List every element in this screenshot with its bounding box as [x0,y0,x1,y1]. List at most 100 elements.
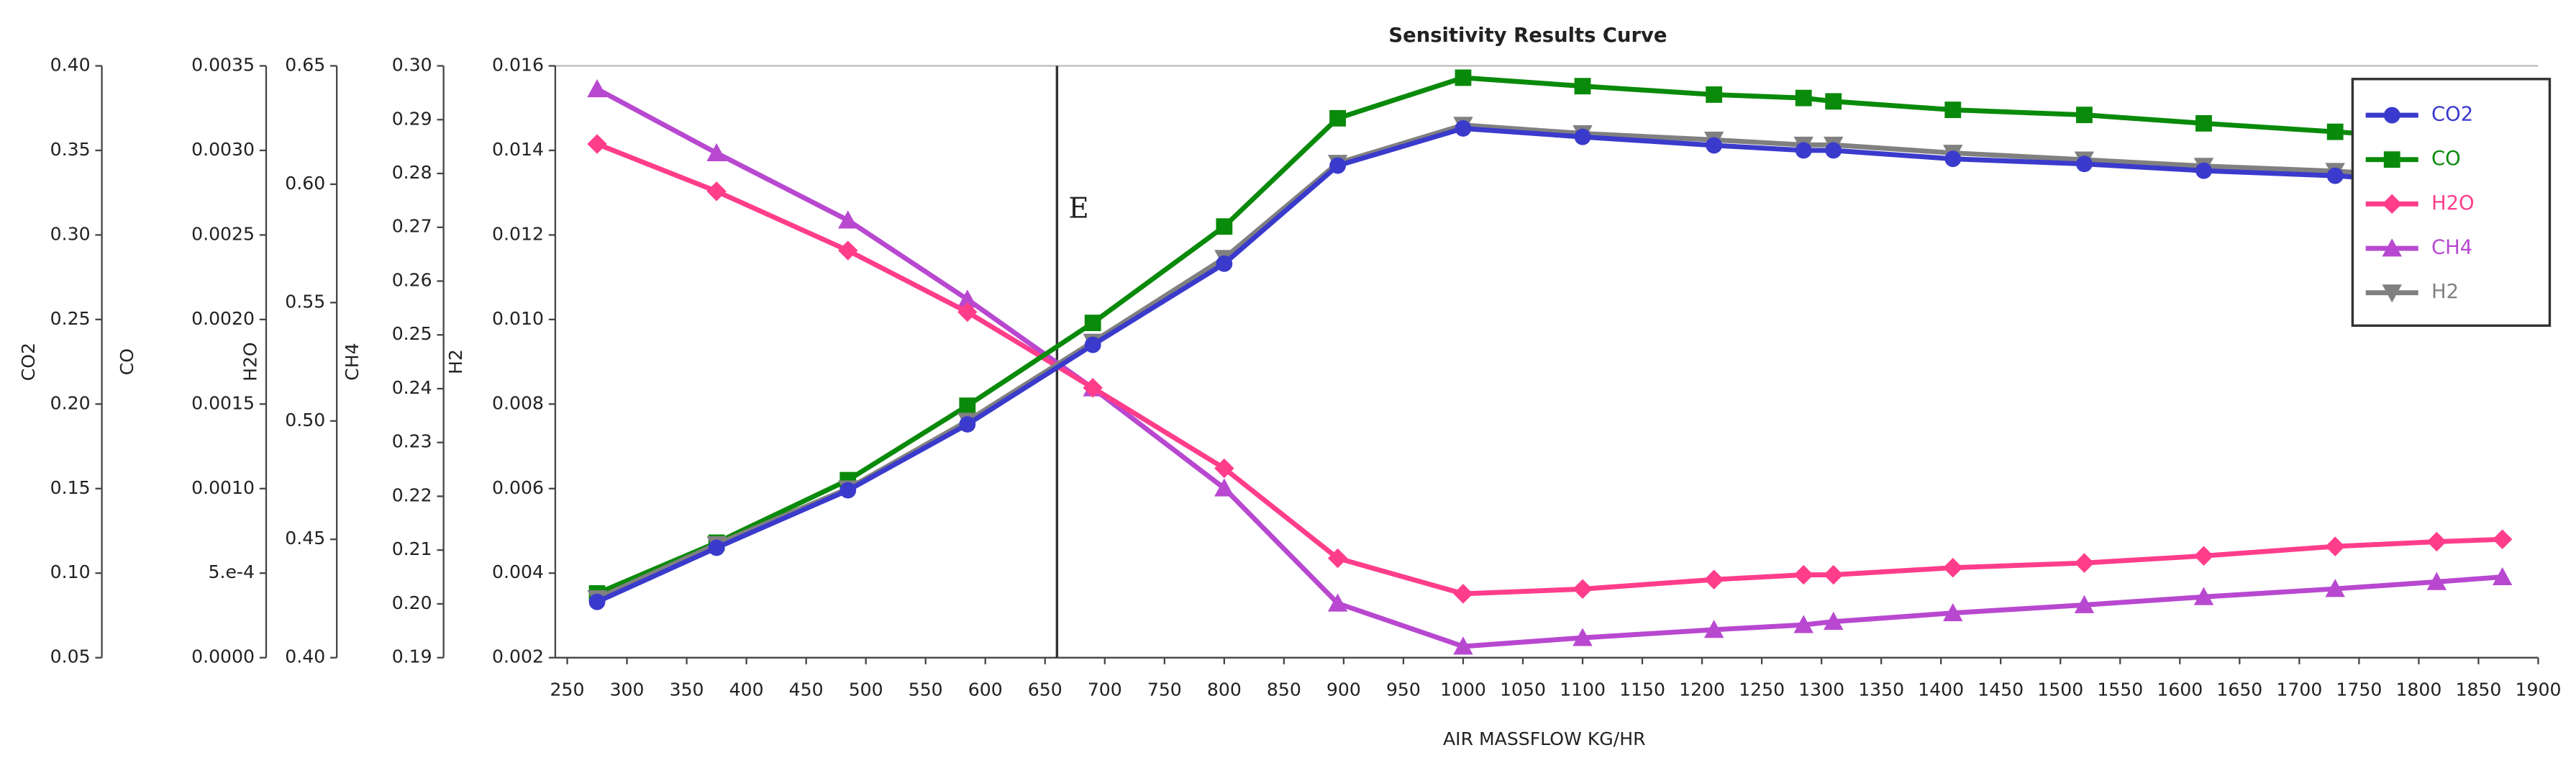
y-axis-title: H2 [445,349,466,374]
point [2492,529,2513,549]
legend-marker [2383,151,2400,168]
y-tick-label: 0.35 [50,139,91,160]
series-line [596,75,2503,596]
x-tick-label: 650 [1028,679,1062,700]
y-tick-label: 0.21 [392,538,432,559]
point [1329,109,1347,127]
x-tick-label: 900 [1326,679,1361,700]
y-axis-title: H2O [240,342,260,382]
x-tick-label: 600 [968,679,1003,700]
point [2426,572,2447,590]
legend-label: H2 [2431,281,2459,303]
legend-marker [2382,238,2402,257]
point [706,181,727,202]
point [1703,569,1724,590]
point [1453,636,1473,655]
x-tick-label: 500 [849,679,883,700]
legend-label: CO2 [2431,104,2473,126]
x-tick-label: 1650 [2216,679,2262,700]
x-tick-label: 1750 [2336,679,2382,700]
x-tick-label: 1850 [2455,679,2501,700]
x-tick-label: 1250 [1739,679,1785,700]
point [587,78,607,98]
point [1825,142,1842,159]
point [587,134,607,154]
x-tick-label: 1700 [2276,679,2322,700]
point [708,539,725,556]
point [838,210,858,229]
y-tick-label: 0.28 [392,162,432,183]
point [1084,315,1101,331]
y-tick-label: 0.20 [50,392,91,413]
y-tick-label: 0.006 [492,477,544,498]
x-tick-label: 1550 [2097,679,2143,700]
point [1824,611,1844,631]
y-tick-label: 0.0010 [191,477,255,498]
point [2193,546,2214,566]
y-axis-title: CH4 [342,343,363,380]
y-tick-label: 0.40 [285,646,325,667]
y-axis-title: CO [117,348,137,375]
point [1327,548,1348,569]
y-tick-label: 0.0015 [191,392,255,413]
point [1944,101,1962,119]
point [1944,150,1962,168]
y-tick-label: 0.27 [392,216,432,237]
y-tick-label: 0.29 [392,108,432,129]
y-tick-label: 5.e-4 [209,561,255,582]
legend-marker [2383,107,2400,124]
y-tick-label: 0.010 [492,308,544,329]
x-tick-label: 800 [1207,679,1242,700]
y-tick-label: 0.25 [392,323,432,344]
x-tick-label: 250 [550,679,585,700]
point [1795,89,1812,107]
y-tick-label: 0.40 [50,55,91,76]
x-tick-label: 1800 [2395,679,2441,700]
x-axis-label: AIR MASSFLOW KG/HR [1443,728,1646,749]
series-line [596,141,2503,597]
y-tick-label: 0.30 [50,223,91,244]
y-tick-label: 0.0030 [191,139,255,160]
point [1793,564,1813,585]
y-tick-label: 0.002 [492,646,544,667]
point [2074,595,2095,613]
y-tick-label: 0.23 [392,431,432,452]
point [1706,137,1723,154]
point [2195,162,2212,179]
y-tick-label: 0.10 [50,561,91,582]
point [959,416,976,433]
x-tick-label: 1050 [1500,679,1546,700]
x-tick-label: 400 [729,679,764,700]
point [588,593,606,610]
point [1824,564,1844,585]
x-tick-label: 700 [1088,679,1122,700]
point [1825,93,1842,110]
y-tick-label: 0.004 [492,561,544,582]
point [1455,69,1472,86]
x-tick-label: 1000 [1440,679,1486,700]
point [2193,587,2214,605]
point [2074,553,2095,573]
x-tick-label: 300 [610,679,645,700]
point [2076,107,2093,124]
series-line [596,86,2503,649]
y-tick-label: 0.19 [392,646,432,667]
x-tick-label: 450 [789,679,824,700]
series-line [596,125,2503,605]
y-tick-label: 0.012 [492,223,544,244]
x-tick-label: 1300 [1798,679,1844,700]
point [838,240,858,261]
y-tick-label: 0.014 [492,139,544,160]
point [2492,566,2513,585]
point [1943,602,1963,622]
x-tick-label: 1500 [2037,679,2083,700]
x-tick-label: 1100 [1560,679,1606,700]
y-tick-label: 0.30 [392,55,432,76]
legend-label: H2O [2431,192,2475,215]
point [2325,536,2345,556]
y-tick-label: 0.15 [50,477,91,498]
legend-marker [2382,284,2402,303]
y-tick-label: 0.60 [285,173,325,194]
y-tick-label: 0.0035 [191,55,255,76]
